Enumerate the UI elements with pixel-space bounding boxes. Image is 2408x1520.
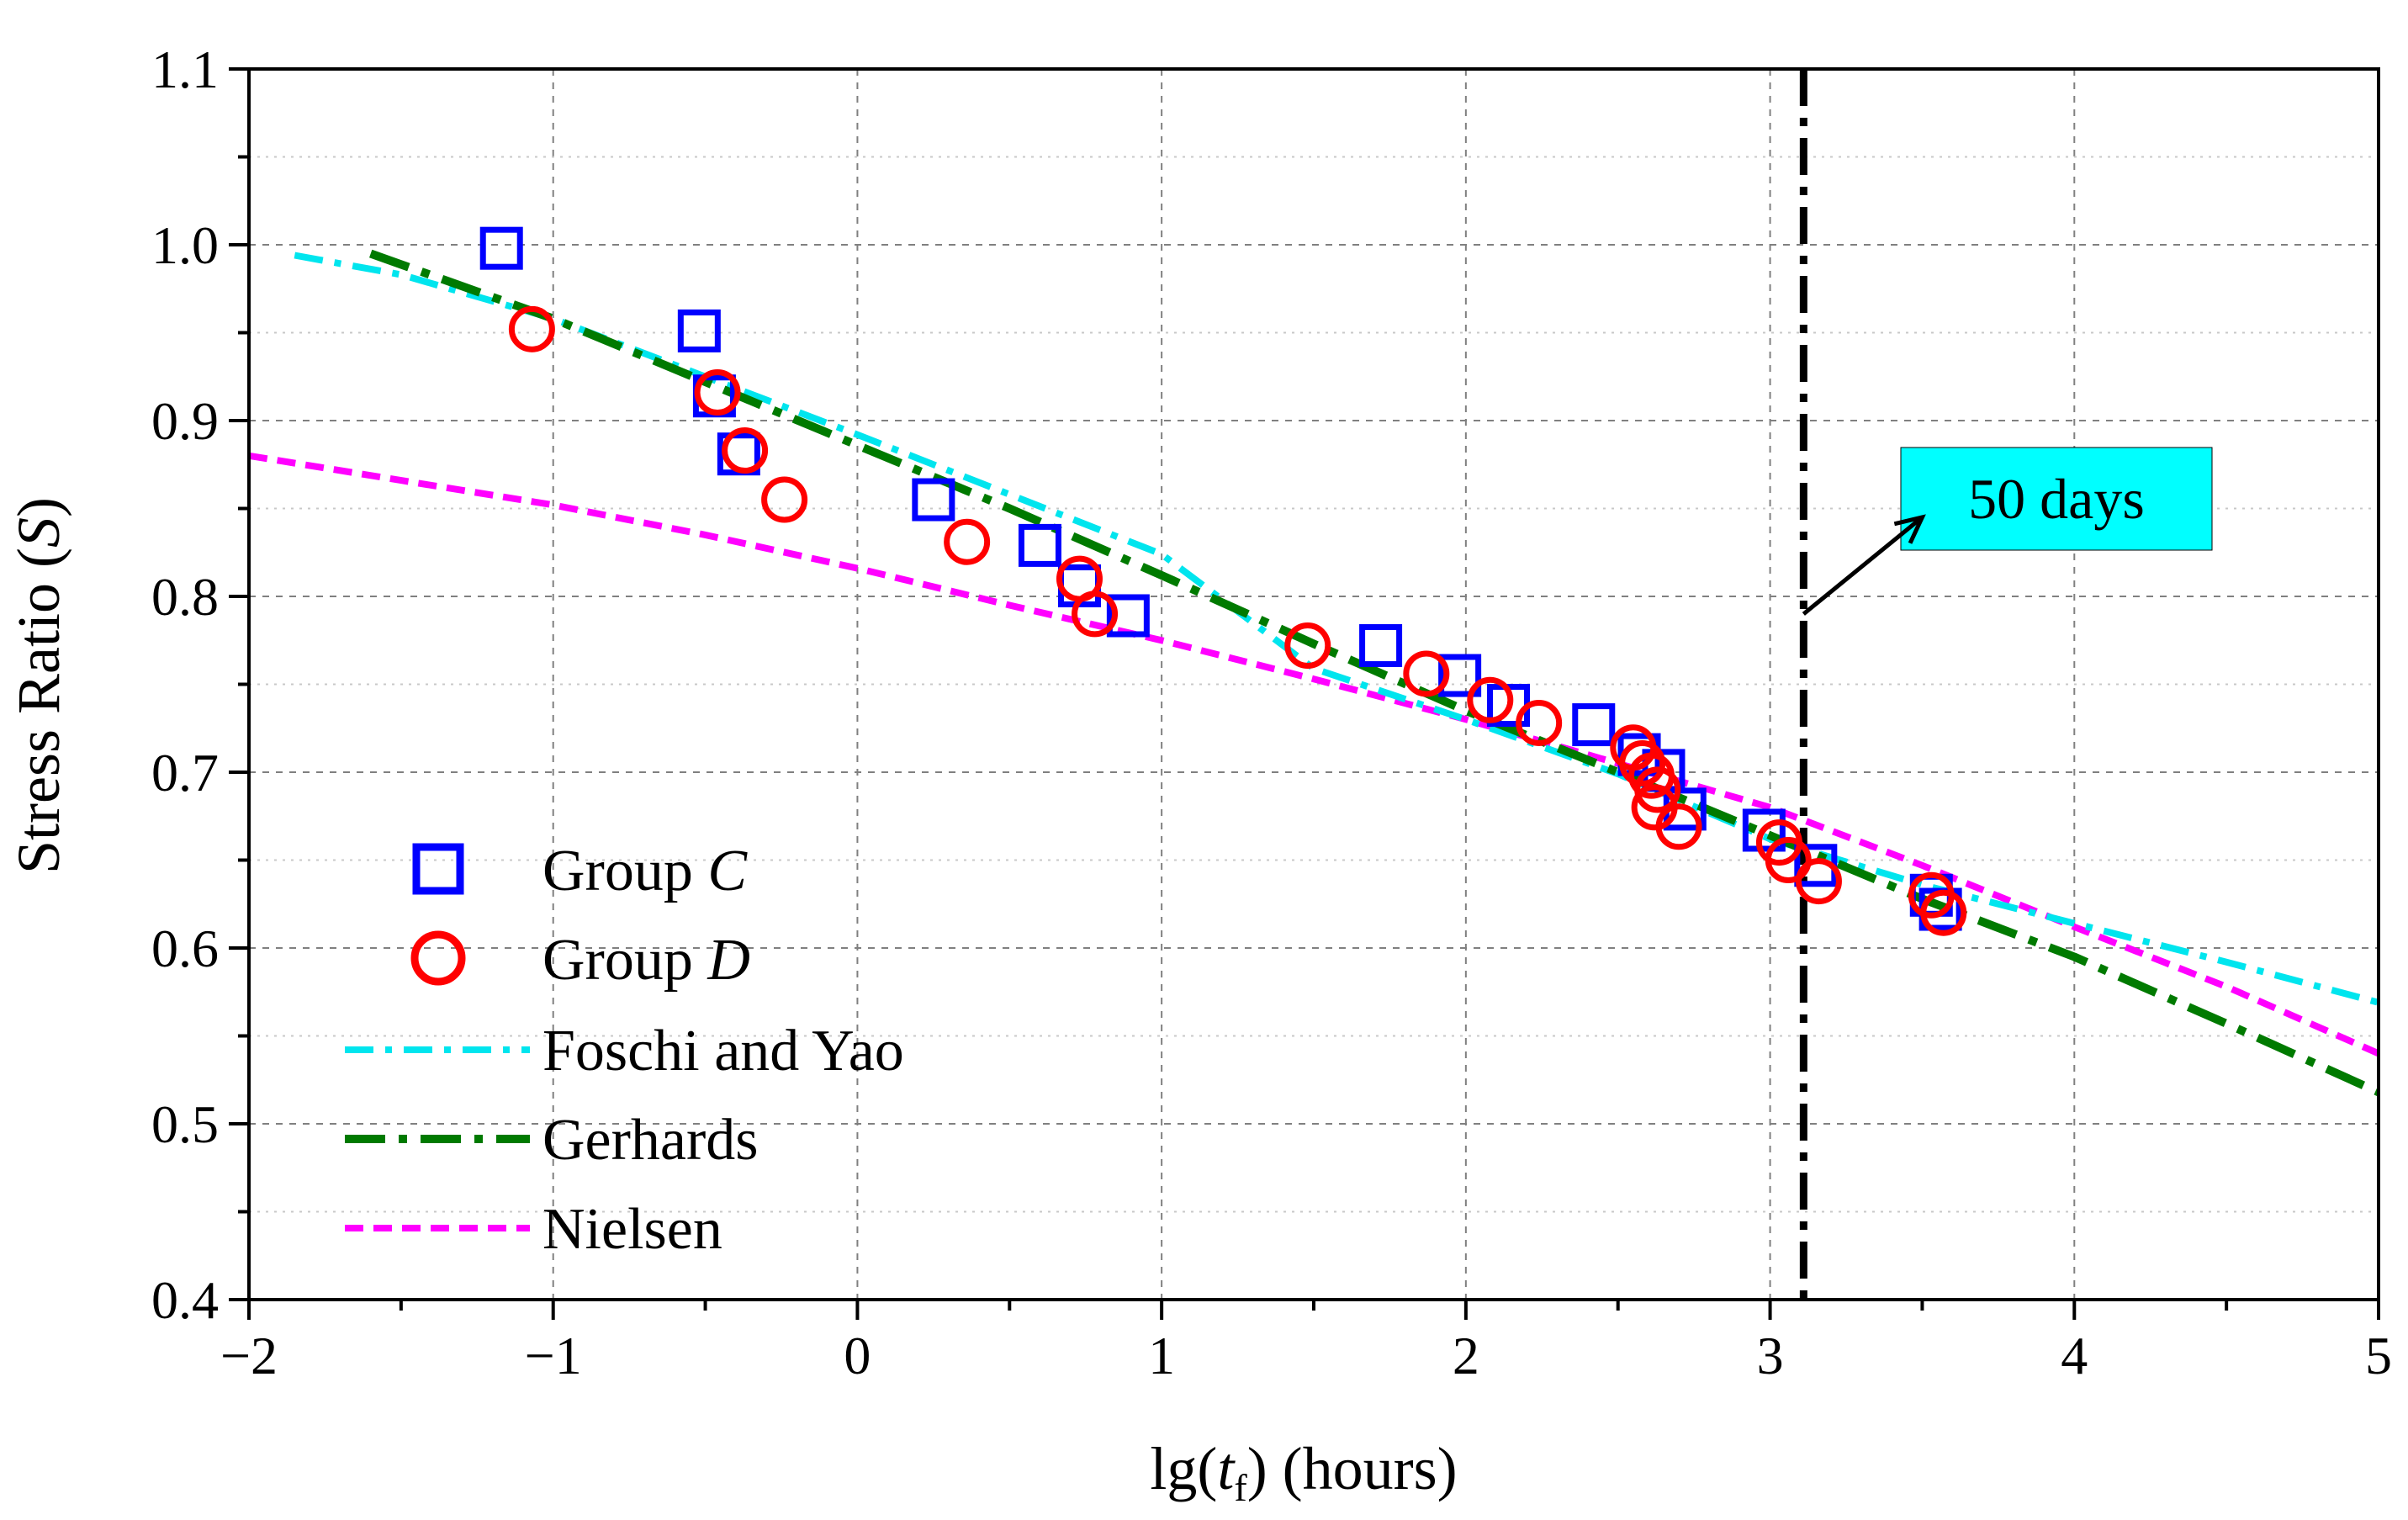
group-c-point: [1438, 654, 1482, 697]
fifty-days-annotation: 50 days: [1802, 447, 2213, 616]
group-d-point: [1795, 858, 1842, 905]
legend-marker-group-c: [412, 843, 464, 895]
x-tick-labels: −2 −1 0 1 2 3 4 5: [220, 1326, 2392, 1385]
group-c-point: [1572, 703, 1616, 747]
x-tick-label: 0: [844, 1326, 871, 1385]
group-d-point: [1516, 699, 1563, 746]
x-tick-label: −1: [525, 1326, 582, 1385]
x-tick-label: 4: [2061, 1326, 2088, 1385]
group-c-point: [677, 309, 721, 352]
group-d-point: [694, 369, 741, 416]
legend-label-foschi: Foschi and Yao: [542, 1019, 904, 1083]
group-c-point: [912, 478, 955, 522]
x-tick-label: 3: [1757, 1326, 1784, 1385]
group-c-point: [479, 226, 523, 270]
legend: Group C Group D Foschi and Yao Gerhards …: [345, 839, 904, 1262]
group-c-point: [1742, 808, 1786, 852]
legend-label-nielsen: Nielsen: [542, 1197, 722, 1262]
group-c-point: [1106, 594, 1150, 638]
group-d-point: [1072, 591, 1119, 638]
annotation-box: [1900, 447, 2213, 551]
y-tick-label: 1.1: [151, 40, 219, 99]
x-tick-label: 2: [1453, 1326, 1479, 1385]
y-tick-label: 0.7: [151, 743, 219, 802]
annotation-arrow: [1802, 516, 1924, 616]
group-d-point: [944, 518, 991, 565]
y-tick-label: 1.0: [151, 215, 219, 275]
x-tick-label: 1: [1148, 1326, 1175, 1385]
y-tick-label: 0.9: [151, 391, 219, 451]
group-d-point: [1619, 740, 1666, 787]
annotation-arrowhead: [1893, 514, 1926, 544]
y-tick-label: 0.5: [151, 1094, 219, 1154]
y-tick-labels: 0.4 0.5 0.6 0.7 0.8 0.9 1.0 1.1: [151, 40, 219, 1330]
y-tick-label: 0.6: [151, 919, 219, 978]
legend-label-group-d: Group D: [542, 928, 750, 993]
x-tick-label: 5: [2365, 1326, 2392, 1385]
group-d-point: [1467, 676, 1514, 723]
x-tick-label: −2: [220, 1326, 278, 1385]
group-c-point: [1018, 523, 1061, 567]
group-d-point: [1655, 803, 1702, 850]
group-c-point: [1359, 624, 1403, 668]
y-tick-label: 0.4: [151, 1270, 219, 1330]
x-axis-title: lg(tf) (hours): [1150, 1435, 1457, 1509]
axis-ticks: [229, 67, 2380, 1320]
data-markers: [479, 226, 1967, 936]
legend-marker-group-d: [410, 930, 466, 986]
group-d-point: [1765, 837, 1812, 883]
group-d-point: [722, 427, 769, 474]
group-d-point: [1284, 622, 1331, 670]
curve-nielsen: [248, 452, 2380, 1057]
group-d-point: [1634, 766, 1681, 813]
annotation-label: 50 days: [1968, 467, 2145, 531]
legend-label-group-c: Group C: [542, 839, 748, 903]
group-d-point: [761, 476, 808, 523]
group-d-point: [1403, 650, 1450, 697]
legend-label-gerhards: Gerhards: [542, 1108, 759, 1173]
group-d-point: [1920, 889, 1967, 936]
y-tick-label: 0.8: [151, 567, 219, 627]
y-axis-title: Stress Ratio (S): [5, 497, 72, 874]
group-d-point: [508, 305, 555, 352]
